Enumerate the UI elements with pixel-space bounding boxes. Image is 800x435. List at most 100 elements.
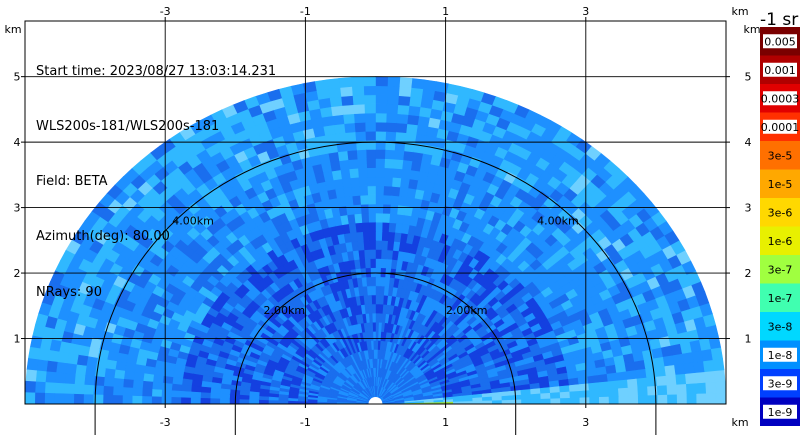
range-gate: [655, 375, 668, 386]
range-gate: [180, 390, 192, 399]
range-gate: [383, 176, 393, 187]
range-gate: [63, 393, 75, 405]
range-gate: [708, 335, 722, 350]
range-gate: [83, 394, 94, 405]
range-gate: [597, 380, 609, 390]
range-gate: [408, 96, 422, 108]
range-gate: [422, 79, 437, 91]
range-gate: [676, 393, 688, 405]
colorbar-label-box: [763, 347, 797, 362]
x-tick-label-top: -1: [300, 5, 311, 18]
range-gate: [28, 346, 41, 361]
colorbar-label: 3e-8: [768, 320, 793, 333]
range-gate: [151, 396, 162, 405]
range-gate: [375, 312, 380, 323]
colorbar-label: 3e-9: [768, 377, 793, 390]
range-gate: [351, 195, 361, 206]
x-tick-label-bottom: 3: [582, 416, 589, 429]
range-gate: [385, 258, 393, 269]
range-gate: [375, 330, 379, 341]
range-gate: [715, 392, 727, 405]
colorbar-label: 0.0001: [761, 121, 800, 134]
range-gate: [352, 94, 365, 106]
range-gate: [380, 240, 389, 251]
y-tick-label-left: 4: [14, 136, 21, 149]
scan-info: Start time: 2023/08/27 13:03:14.231 WLS2…: [36, 26, 276, 339]
y-tick-label-right: 2: [745, 267, 752, 280]
range-gate: [398, 186, 409, 198]
range-gate: [598, 396, 610, 405]
range-gate: [378, 312, 383, 323]
range-gate: [103, 377, 115, 388]
range-gate: [338, 159, 350, 171]
range-gate: [410, 160, 422, 172]
range-gate: [102, 394, 114, 405]
range-gate: [380, 249, 388, 260]
range-gate: [637, 394, 649, 405]
range-gate: [340, 95, 354, 106]
range-gate: [258, 396, 270, 401]
colorbar-title: -1 sr: [760, 10, 798, 30]
range-gate: [131, 395, 143, 405]
range-gate: [326, 78, 341, 90]
range-gate: [578, 382, 590, 392]
colorbar-swatch: [760, 312, 800, 341]
range-gate: [352, 103, 365, 115]
colorbar-swatch: [760, 141, 800, 170]
range-gate: [238, 399, 250, 405]
range-gate: [353, 112, 366, 124]
range-gate: [53, 393, 65, 405]
range-gate: [152, 374, 164, 384]
range-gate: [389, 204, 399, 215]
range-gate: [491, 399, 503, 405]
range-gate: [181, 378, 193, 387]
range-gate: [380, 258, 387, 269]
range-gate: [379, 276, 386, 287]
range-gate: [382, 194, 392, 205]
range-gate: [391, 176, 402, 188]
range-gate: [386, 240, 395, 251]
range-gate: [400, 168, 412, 180]
range-gate: [379, 285, 385, 296]
colorbar-label-box: [763, 62, 797, 77]
x-tick-label-top: 1: [442, 5, 449, 18]
range-gate: [379, 267, 387, 278]
range-gate: [354, 121, 366, 133]
x-tick-label-bottom: -3: [160, 416, 171, 429]
range-gate: [362, 76, 376, 87]
range-gate: [388, 213, 398, 224]
range-gate: [521, 398, 532, 405]
range-gate: [397, 195, 408, 207]
range-gate: [339, 86, 353, 97]
range-gate: [122, 387, 134, 397]
range-gate: [142, 373, 155, 383]
range-gate: [365, 149, 376, 159]
range-gate: [396, 113, 409, 125]
range-gate: [171, 377, 184, 386]
range-gate: [626, 377, 639, 388]
range-gate: [25, 369, 37, 383]
range-gate: [36, 359, 49, 373]
unit-label-bottom-right: km: [731, 416, 748, 429]
range-gate: [382, 203, 391, 214]
range-gate: [385, 112, 398, 124]
range-gate: [434, 81, 449, 94]
range-ring: [94, 141, 657, 435]
range-gate: [83, 375, 96, 386]
range-gate: [141, 388, 153, 398]
range-gate: [406, 114, 420, 126]
range-gate: [360, 212, 370, 223]
range-gate: [375, 176, 385, 187]
range-gate: [387, 231, 396, 242]
range-gate: [417, 115, 430, 127]
range-gate: [375, 339, 379, 350]
range-gate: [104, 368, 116, 379]
range-gate: [74, 374, 86, 386]
range-gate: [375, 103, 388, 114]
range-gate: [375, 285, 381, 296]
range-gate: [356, 149, 367, 160]
range-gate: [329, 96, 343, 108]
range-gate: [24, 392, 36, 405]
range-gate: [385, 121, 397, 133]
